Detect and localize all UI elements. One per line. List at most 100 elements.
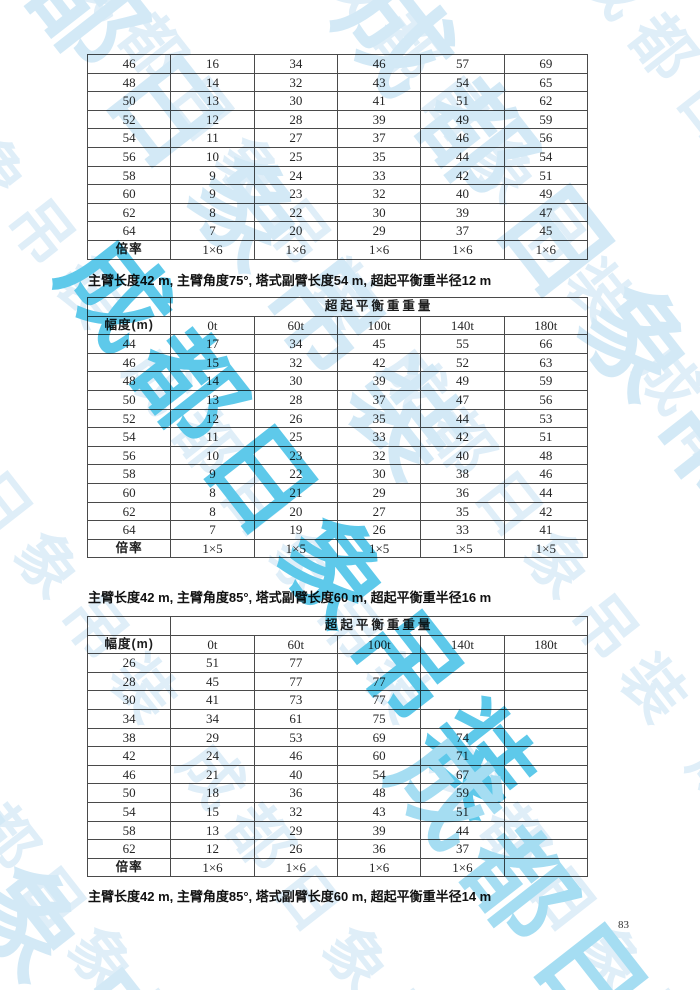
table-cell: 42	[336, 352, 422, 373]
table-cell: 30	[253, 91, 338, 111]
table-cell: 55	[420, 334, 505, 354]
table-row: 54 15 32 43 51	[86, 801, 589, 822]
table-cell	[503, 727, 589, 748]
table-cell: 15	[170, 352, 255, 373]
table-cell: 51	[503, 427, 589, 447]
table-cell: 77	[253, 671, 338, 692]
table-cell: 32	[336, 445, 422, 466]
table-cell: 64	[86, 520, 172, 540]
table-cell	[503, 801, 589, 822]
table-cell: 51	[420, 91, 505, 111]
table-cell	[503, 783, 589, 803]
table-cell: 10	[170, 146, 255, 167]
table-cell: 32	[336, 184, 422, 204]
table-cell: 56	[503, 128, 589, 148]
table-cell: 1×5	[253, 538, 338, 559]
table-cell: 47	[420, 389, 505, 410]
table-cell: 46	[336, 54, 422, 74]
table-cell	[420, 653, 505, 673]
table-column-header: 180t	[503, 634, 589, 655]
table-cell: 52	[86, 109, 172, 130]
table-cell: 16	[170, 54, 255, 74]
table-cell: 27	[336, 501, 422, 522]
table-cell: 49	[420, 109, 505, 130]
table-cell: 77	[253, 653, 338, 673]
table-cell: 54	[503, 146, 589, 167]
table-row: 62 12 26 36 37	[86, 839, 589, 859]
table-row: 30 41 73 77	[86, 690, 589, 710]
table-cell: 45	[170, 671, 255, 692]
table-cell: 39	[336, 820, 422, 841]
table-cell-empty	[86, 616, 172, 636]
table-cell: 51	[503, 165, 589, 186]
table-cell: 53	[503, 408, 589, 429]
table-cell	[420, 671, 505, 692]
table-cell: 69	[503, 54, 589, 74]
table-cell: 50	[86, 91, 172, 111]
table-column-header-row: 幅度(m) 0t 60t 100t 140t 180t	[86, 315, 589, 336]
table-cell: 41	[170, 690, 255, 710]
table-cell: 39	[420, 202, 505, 223]
table-row: 28 45 77 77	[86, 671, 589, 692]
table-column-header: 0t	[170, 315, 255, 336]
table-cell: 75	[336, 708, 422, 729]
table-cell: 21	[170, 764, 255, 785]
table-cell: 倍率	[86, 239, 172, 260]
table-cell: 24	[170, 746, 255, 766]
table-cell: 26	[86, 653, 172, 673]
table-row: 倍率 1×5 1×5 1×5 1×5 1×5	[86, 538, 589, 559]
table-cell: 42	[420, 165, 505, 186]
table-cell: 61	[253, 708, 338, 729]
table-cell: 51	[420, 801, 505, 822]
table-row: 54 11 27 37 46 56	[86, 128, 589, 148]
table-cell	[503, 708, 589, 729]
table-cell: 20	[253, 221, 338, 241]
table-cell: 71	[420, 746, 505, 766]
table-cell	[336, 653, 422, 673]
table-row: 26 51 77	[86, 653, 589, 673]
table-cell: 47	[503, 202, 589, 223]
table-row: 34 34 61 75	[86, 708, 589, 729]
table-cell: 58	[86, 464, 172, 484]
table-cell: 1×6	[336, 857, 422, 878]
table-row: 50 13 30 41 51 62	[86, 91, 589, 111]
table-cell: 40	[420, 184, 505, 204]
table-cell: 1×5	[503, 538, 589, 559]
table-cell-empty	[86, 297, 172, 317]
table-cell: 50	[86, 389, 172, 410]
table-cell: 23	[253, 184, 338, 204]
table-cell: 29	[336, 482, 422, 503]
table-row: 58 9 22 30 38 46	[86, 464, 589, 484]
table-cell: 77	[336, 690, 422, 710]
table-cell: 11	[170, 427, 255, 447]
table-span-header: 超起平衡重重量	[170, 297, 588, 317]
table-cell: 53	[253, 727, 338, 748]
table-cell	[420, 708, 505, 729]
table-cell: 46	[86, 352, 172, 373]
table-cell	[503, 746, 589, 766]
table-cell: 14	[170, 72, 255, 93]
table-cell: 56	[503, 389, 589, 410]
table-column-header: 140t	[420, 634, 505, 655]
table-cell: 37	[336, 389, 422, 410]
load-chart-table-1: 46 16 34 46 57 69 48 14 32 43 54 65 50 13 30 41 51 62 52 12…	[86, 54, 589, 260]
table-cell: 64	[86, 221, 172, 241]
table-cell: 28	[253, 389, 338, 410]
table-cell: 7	[170, 520, 255, 540]
table-cell: 48	[86, 371, 172, 391]
table-cell: 8	[170, 501, 255, 522]
table-column-header: 幅度(m)	[86, 634, 172, 655]
table-cell: 45	[336, 334, 422, 354]
table-cell: 29	[170, 727, 255, 748]
table-cell: 25	[253, 146, 338, 167]
table-cell: 42	[420, 427, 505, 447]
table-row: 52 12 28 39 49 59	[86, 109, 589, 130]
table-row: 倍率 1×6 1×6 1×6 1×6	[86, 857, 589, 878]
table-row: 64 7 20 29 37 45	[86, 221, 589, 241]
table-cell: 倍率	[86, 538, 172, 559]
table-cell: 1×6	[170, 857, 255, 878]
table-cell: 1×6	[420, 857, 505, 878]
table-cell: 58	[86, 165, 172, 186]
table-2-caption: 主臂长度42 m, 主臂角度85°, 塔式副臂长度60 m, 超起平衡重半径16…	[88, 590, 492, 605]
table-row: 46 21 40 54 67	[86, 764, 589, 785]
